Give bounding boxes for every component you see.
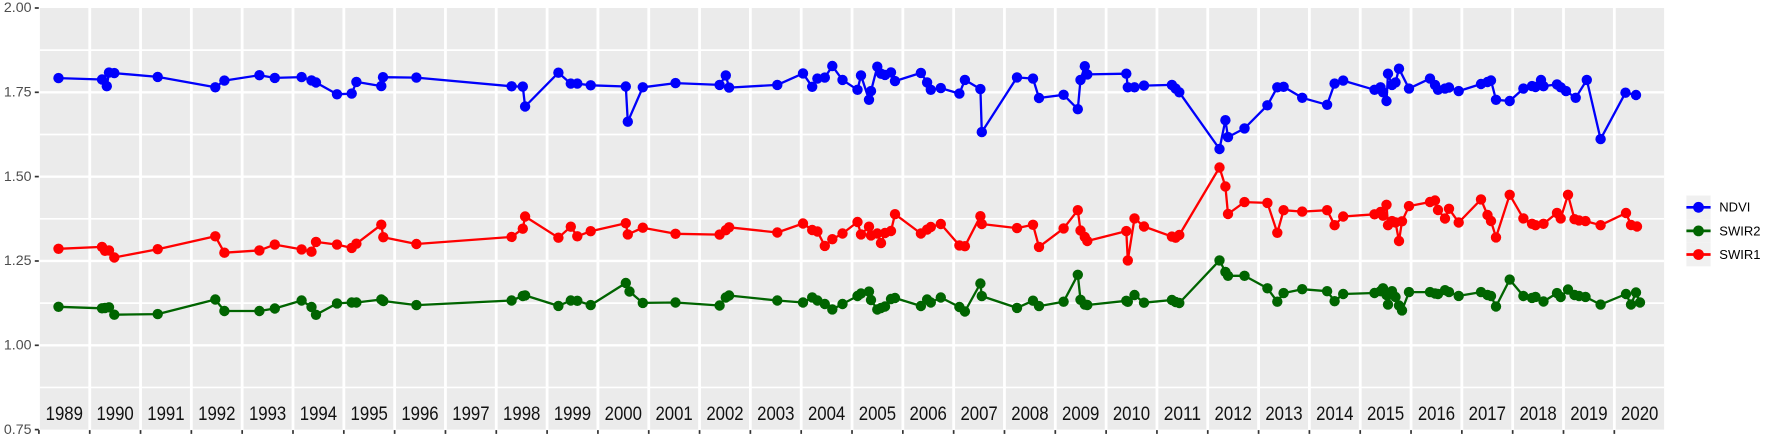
svg-text:1995: 1995 [351, 404, 388, 425]
svg-text:1.50: 1.50 [4, 169, 32, 185]
svg-text:1993: 1993 [249, 404, 286, 425]
svg-text:1997: 1997 [452, 404, 489, 425]
svg-text:1.00: 1.00 [4, 338, 32, 354]
svg-text:1.75: 1.75 [4, 85, 32, 101]
svg-text:NDVI: NDVI [1719, 200, 1750, 215]
svg-text:2007: 2007 [960, 404, 997, 425]
svg-text:2000: 2000 [605, 404, 642, 425]
svg-text:2020: 2020 [1621, 404, 1658, 425]
svg-text:1998: 1998 [503, 404, 540, 425]
svg-text:1999: 1999 [554, 404, 591, 425]
svg-text:2008: 2008 [1011, 404, 1048, 425]
svg-text:2003: 2003 [757, 404, 794, 425]
svg-text:SWIR2: SWIR2 [1719, 223, 1760, 238]
svg-text:1994: 1994 [300, 404, 338, 425]
svg-text:1990: 1990 [96, 404, 133, 425]
svg-text:2002: 2002 [706, 404, 743, 425]
svg-text:2015: 2015 [1367, 404, 1404, 425]
svg-text:2012: 2012 [1215, 404, 1252, 425]
svg-text:1.25: 1.25 [4, 253, 32, 269]
svg-text:2.00: 2.00 [4, 0, 32, 16]
svg-text:2010: 2010 [1113, 404, 1150, 425]
svg-text:2018: 2018 [1519, 404, 1556, 425]
svg-text:2017: 2017 [1469, 404, 1506, 425]
svg-text:2005: 2005 [859, 404, 896, 425]
svg-text:0.75: 0.75 [4, 422, 32, 438]
svg-text:SWIR1: SWIR1 [1719, 247, 1760, 262]
svg-text:2009: 2009 [1062, 404, 1099, 425]
svg-text:1996: 1996 [401, 404, 438, 425]
svg-text:2013: 2013 [1265, 404, 1302, 425]
svg-text:1989: 1989 [46, 404, 83, 425]
svg-text:2014: 2014 [1316, 404, 1354, 425]
svg-text:2006: 2006 [910, 404, 947, 425]
svg-text:2004: 2004 [808, 404, 846, 425]
svg-text:2001: 2001 [655, 404, 692, 425]
svg-text:2011: 2011 [1164, 404, 1201, 425]
svg-text:1992: 1992 [198, 404, 235, 425]
svg-text:2016: 2016 [1418, 404, 1455, 425]
svg-text:1991: 1991 [147, 404, 184, 425]
svg-text:2019: 2019 [1570, 404, 1607, 425]
